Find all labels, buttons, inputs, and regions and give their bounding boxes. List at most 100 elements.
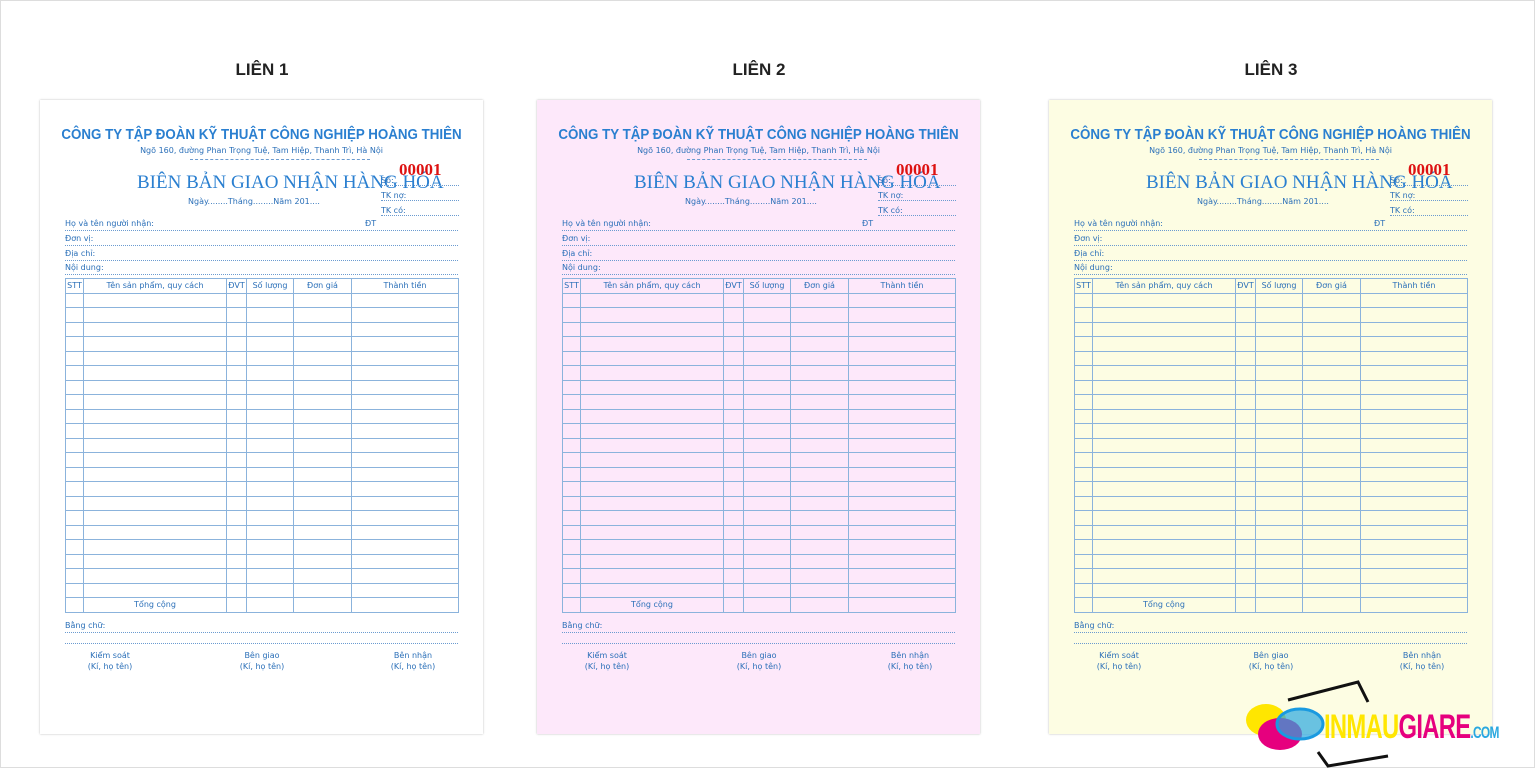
divider xyxy=(1199,159,1379,160)
unit-field: Đơn vị: xyxy=(1074,234,1467,246)
table-row xyxy=(65,568,459,584)
serial-number: 00001 xyxy=(1408,160,1451,179)
table-row xyxy=(1074,582,1468,598)
signature-role: Bên giao xyxy=(1253,651,1289,660)
in-words-label: Bằng chữ: xyxy=(562,621,603,630)
signature-control: Kiểm soát (Kí, họ tên) xyxy=(557,650,657,672)
signature-note: (Kí, họ tên) xyxy=(736,662,782,671)
unit-field: Đơn vị: xyxy=(65,234,458,246)
total-label: Tổng cộng xyxy=(1092,597,1236,613)
signature-role: Bên nhận xyxy=(890,651,930,660)
col-header: Đơn giá xyxy=(1302,278,1361,294)
recipient-field: Họ và tên người nhận: ĐT xyxy=(562,219,955,231)
table-row xyxy=(562,394,956,410)
delivery-form-sheet: CÔNG TY TẬP ĐOÀN KỸ THUẬT CÔNG NGHIỆP HO… xyxy=(537,100,980,734)
in-words-field: Bằng chữ: xyxy=(65,621,458,633)
signature-receiver: Bên nhận (Kí, họ tên) xyxy=(860,650,960,672)
table-row xyxy=(1074,321,1468,337)
signature-receiver: Bên nhận (Kí, họ tên) xyxy=(363,650,463,672)
col-header: Số lượng xyxy=(743,278,791,294)
signature-note: (Kí, họ tên) xyxy=(87,662,133,671)
tk-no-field: TK nợ: xyxy=(1390,191,1468,201)
copy-label: LIÊN 1 xyxy=(235,60,289,79)
phone-label: ĐT xyxy=(1374,219,1386,228)
form-title: BIÊN BẢN GIAO NHẬN HÀNG HÓA xyxy=(137,172,444,193)
signature-deliverer: Bên giao (Kí, họ tên) xyxy=(709,650,809,672)
logo-text-giare: GIARE xyxy=(1398,708,1472,746)
col-header: Thành tiền xyxy=(1360,278,1468,294)
signature-role: Bên giao xyxy=(741,651,777,660)
signature-note: (Kí, họ tên) xyxy=(1248,662,1294,671)
signature-role: Bên nhận xyxy=(393,651,433,660)
goods-table: STT Tên sản phẩm, quy cách ĐVT Số lượng … xyxy=(65,278,459,613)
address-field: Địa chỉ: xyxy=(1074,249,1467,261)
signature-role: Kiểm soát xyxy=(587,651,627,660)
table-row xyxy=(65,539,459,555)
address-label: Địa chỉ: xyxy=(65,249,96,258)
col-header: ĐVT xyxy=(1235,278,1256,294)
form-title: BIÊN BẢN GIAO NHẬN HÀNG HÓA xyxy=(1146,172,1453,193)
table-row xyxy=(65,553,459,569)
table-row xyxy=(1074,394,1468,410)
logo-wordmark: INMAUGIARE.COM xyxy=(1324,708,1499,747)
divider xyxy=(687,159,867,160)
in-words-line2 xyxy=(562,632,955,644)
col-header: Đơn giá xyxy=(790,278,849,294)
table-row xyxy=(65,452,459,468)
table-row xyxy=(65,336,459,352)
logo-text-com: .COM xyxy=(1470,723,1499,742)
signature-note: (Kí, họ tên) xyxy=(1096,662,1142,671)
in-words-line2 xyxy=(65,632,458,644)
table-row xyxy=(562,495,956,511)
signature-deliverer: Bên giao (Kí, họ tên) xyxy=(1221,650,1321,672)
col-header: Thành tiền xyxy=(351,278,459,294)
table-row xyxy=(65,495,459,511)
col-header: Đơn giá xyxy=(293,278,352,294)
company-name: CÔNG TY TẬP ĐOÀN KỸ THUẬT CÔNG NGHIỆP HO… xyxy=(1070,127,1471,143)
phone-label: ĐT xyxy=(365,219,377,228)
signature-control: Kiểm soát (Kí, họ tên) xyxy=(60,650,160,672)
signature-deliverer: Bên giao (Kí, họ tên) xyxy=(212,650,312,672)
signature-role: Bên giao xyxy=(244,651,280,660)
table-row xyxy=(65,481,459,497)
company-address: Ngõ 160, đường Phan Trọng Tuệ, Tam Hiệp,… xyxy=(637,146,880,155)
table-row xyxy=(562,553,956,569)
company-name: CÔNG TY TẬP ĐOÀN KỸ THUẬT CÔNG NGHIỆP HO… xyxy=(558,127,959,143)
table-row xyxy=(562,539,956,555)
table-row xyxy=(65,466,459,482)
inmaugiare-logo: INMAUGIARE.COM xyxy=(1238,680,1535,768)
date-line: Ngày........Tháng........Năm 201.... xyxy=(1197,197,1329,206)
content-field: Nội dung: xyxy=(1074,263,1467,275)
total-label: Tổng cộng xyxy=(83,597,227,613)
table-row xyxy=(1074,408,1468,424)
unit-label: Đơn vị: xyxy=(562,234,591,243)
table-row xyxy=(1074,307,1468,323)
table-row xyxy=(1074,365,1468,381)
content-label: Nội dung: xyxy=(562,263,601,272)
table-row xyxy=(562,582,956,598)
recipient-label: Họ và tên người nhận: xyxy=(65,219,154,228)
content-field: Nội dung: xyxy=(562,263,955,275)
in-words-line2 xyxy=(1074,632,1467,644)
delivery-form-sheet: CÔNG TY TẬP ĐOÀN KỸ THUẬT CÔNG NGHIỆP HO… xyxy=(1049,100,1492,734)
so-field: Số: xyxy=(1390,176,1468,186)
serial-number: 00001 xyxy=(399,160,442,179)
copy-label: LIÊN 2 xyxy=(732,60,786,79)
signature-role: Kiểm soát xyxy=(90,651,130,660)
table-row xyxy=(562,423,956,439)
in-words-label: Bằng chữ: xyxy=(1074,621,1115,630)
table-row xyxy=(1074,379,1468,395)
table-row xyxy=(562,437,956,453)
table-row xyxy=(65,394,459,410)
table-row xyxy=(562,510,956,526)
table-row xyxy=(1074,292,1468,308)
table-row xyxy=(562,336,956,352)
logo-graphic xyxy=(1246,680,1389,768)
table-row xyxy=(65,437,459,453)
goods-table: STT Tên sản phẩm, quy cách ĐVT Số lượng … xyxy=(1074,278,1468,613)
table-row xyxy=(65,524,459,540)
table-row xyxy=(562,452,956,468)
signature-note: (Kí, họ tên) xyxy=(584,662,630,671)
recipient-field: Họ và tên người nhận: ĐT xyxy=(65,219,458,231)
address-label: Địa chỉ: xyxy=(1074,249,1105,258)
